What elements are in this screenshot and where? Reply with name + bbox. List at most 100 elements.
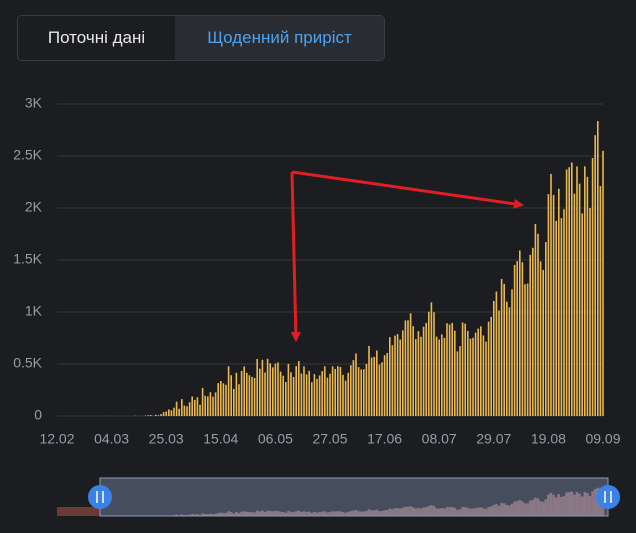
navigator-bar bbox=[450, 507, 454, 516]
bar bbox=[550, 173, 552, 416]
bar bbox=[162, 412, 165, 416]
bar bbox=[321, 371, 323, 416]
tab[interactable]: Поточні дані bbox=[18, 16, 175, 60]
bar bbox=[279, 371, 282, 416]
bar bbox=[532, 247, 534, 416]
navigator-bar bbox=[549, 492, 553, 516]
bar bbox=[212, 396, 214, 416]
bar bbox=[485, 341, 487, 416]
navigator-bar bbox=[180, 514, 184, 516]
bar bbox=[430, 302, 433, 416]
bar bbox=[248, 375, 251, 416]
bar bbox=[404, 320, 407, 416]
bar bbox=[292, 377, 295, 416]
bar bbox=[524, 284, 526, 416]
navigator-bar bbox=[227, 511, 230, 516]
bar bbox=[558, 188, 560, 416]
bar bbox=[459, 346, 461, 416]
navigator-bar bbox=[253, 512, 256, 516]
navigator-bar bbox=[586, 493, 589, 516]
bar bbox=[339, 367, 342, 416]
bar bbox=[396, 334, 399, 416]
navigator-bar bbox=[328, 511, 332, 516]
bar bbox=[173, 407, 175, 416]
navigator-bar bbox=[565, 492, 568, 516]
navigator-bar bbox=[206, 514, 210, 516]
bar bbox=[235, 372, 238, 416]
navigator-handle[interactable] bbox=[596, 485, 620, 509]
x-tick-label: 29.07 bbox=[476, 431, 511, 447]
navigator-bar bbox=[224, 513, 228, 516]
navigator-bar bbox=[445, 507, 449, 516]
bar bbox=[217, 383, 219, 416]
navigator-bar bbox=[263, 511, 267, 516]
navigator-bar bbox=[271, 511, 275, 516]
navigator-bar bbox=[302, 511, 306, 516]
bar bbox=[417, 331, 420, 416]
y-tick-label: 1K bbox=[25, 303, 43, 319]
bar bbox=[428, 311, 430, 416]
bar bbox=[565, 169, 568, 416]
bar bbox=[399, 339, 401, 416]
navigator-bar bbox=[398, 508, 402, 516]
bar bbox=[183, 405, 186, 416]
navigator-bar bbox=[344, 512, 347, 516]
bar bbox=[334, 368, 336, 416]
navigator-bar bbox=[414, 508, 418, 516]
bar bbox=[370, 357, 373, 416]
navigator-bar bbox=[469, 508, 472, 516]
bar bbox=[513, 264, 516, 416]
navigator-bar bbox=[209, 513, 212, 516]
bar bbox=[599, 186, 602, 416]
bar bbox=[500, 278, 503, 416]
navigator-bar bbox=[198, 514, 202, 516]
bar bbox=[581, 213, 583, 416]
navigator-bar bbox=[214, 513, 217, 516]
navigator-bar bbox=[222, 512, 225, 516]
bar bbox=[246, 372, 248, 416]
bar bbox=[420, 336, 422, 416]
bar bbox=[389, 337, 391, 416]
navigator-bar bbox=[508, 505, 511, 516]
navigator-bar bbox=[380, 510, 384, 516]
navigator-window[interactable] bbox=[99, 477, 609, 517]
bar bbox=[186, 406, 188, 416]
bar bbox=[376, 350, 378, 416]
bar bbox=[209, 392, 212, 416]
bar bbox=[394, 335, 396, 416]
bar bbox=[222, 383, 225, 416]
bar bbox=[251, 376, 253, 416]
bar bbox=[368, 345, 370, 416]
bar bbox=[295, 366, 297, 416]
navigator-bar bbox=[528, 500, 532, 516]
bar bbox=[326, 377, 329, 416]
bar bbox=[261, 359, 264, 416]
tab-active[interactable]: Щоденний приріст bbox=[175, 16, 384, 60]
navigator-bar bbox=[474, 507, 477, 516]
bar bbox=[495, 291, 498, 416]
bar bbox=[511, 289, 513, 416]
bar bbox=[487, 321, 490, 416]
navigator-bar bbox=[245, 511, 249, 516]
navigator-handle[interactable] bbox=[88, 485, 112, 509]
navigator-bar bbox=[583, 492, 587, 516]
navigator-bar bbox=[430, 505, 433, 516]
bar bbox=[324, 366, 326, 416]
bar bbox=[230, 375, 232, 416]
navigator-bar bbox=[443, 508, 446, 516]
x-tick-label: 19.08 bbox=[531, 431, 566, 447]
bar bbox=[373, 356, 375, 416]
bar bbox=[407, 320, 409, 416]
bar bbox=[498, 310, 500, 416]
navigator-bar bbox=[385, 509, 389, 516]
bar bbox=[454, 330, 456, 416]
navigator-bar bbox=[229, 512, 233, 516]
bar bbox=[178, 408, 180, 416]
navigator-bar bbox=[458, 509, 462, 516]
bar bbox=[347, 372, 349, 416]
navigator-bar bbox=[500, 502, 503, 516]
bar bbox=[274, 363, 277, 416]
bar bbox=[365, 364, 368, 416]
y-tick-label: 3K bbox=[25, 95, 43, 111]
bar bbox=[155, 414, 157, 416]
